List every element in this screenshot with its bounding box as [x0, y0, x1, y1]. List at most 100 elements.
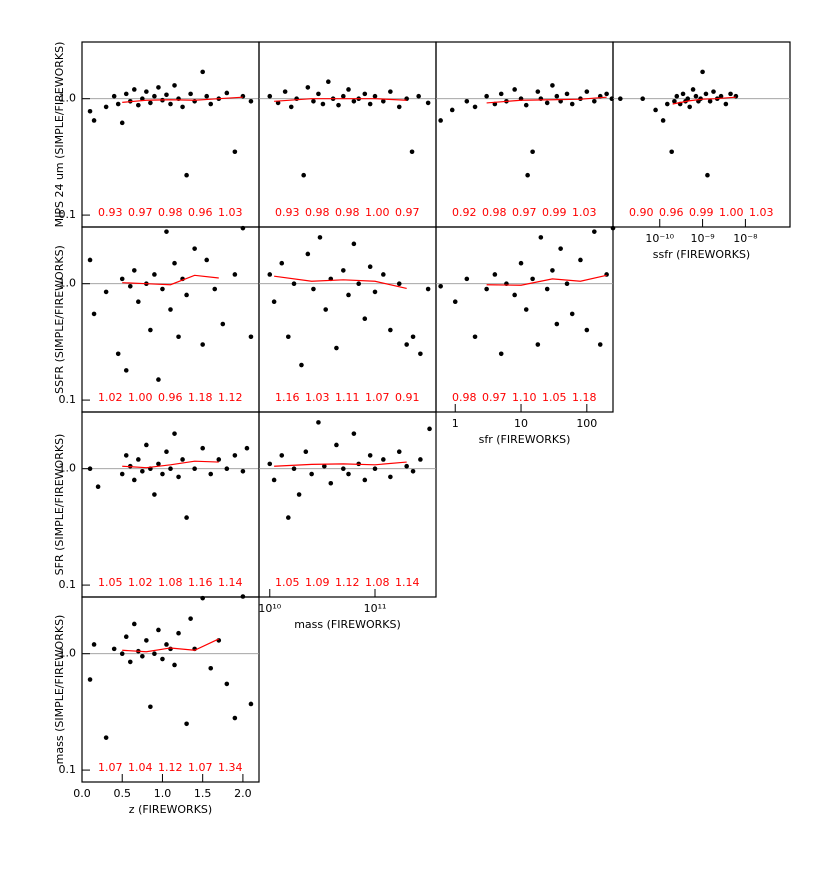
point [334, 345, 339, 351]
point [472, 334, 478, 340]
median-label: 1.03 [749, 206, 774, 219]
point [728, 91, 733, 97]
x-axis-label: sfr (FIREWORKS) [479, 433, 571, 446]
point [512, 292, 517, 298]
point [200, 445, 205, 451]
x-axis-label: mass (FIREWORKS) [294, 618, 401, 631]
point [464, 276, 470, 282]
point [131, 268, 137, 273]
point [685, 96, 691, 101]
median-label: 0.92 [452, 206, 477, 219]
x-tick-label: 10⁻⁹ [690, 232, 714, 245]
point [148, 327, 153, 333]
panel-frame [258, 226, 437, 413]
median-label: 1.16 [275, 391, 300, 404]
x-tick-label: 0.0 [73, 787, 91, 800]
point [103, 104, 109, 110]
point [396, 449, 402, 454]
point [188, 91, 193, 97]
x-axis-label: ssfr (FIREWORKS) [653, 248, 750, 261]
point [299, 362, 304, 368]
x-tick-label: 100 [576, 417, 597, 430]
median-label: 0.91 [395, 391, 420, 404]
y-tick-label: 1.0 [59, 277, 77, 290]
point [669, 149, 674, 155]
point [296, 492, 302, 497]
x-tick-label: 1.5 [194, 787, 212, 800]
point [449, 107, 455, 113]
point [564, 281, 570, 286]
median-label: 1.05 [98, 576, 123, 589]
point [512, 87, 517, 92]
point [723, 101, 729, 107]
median-label: 1.07 [365, 391, 390, 404]
point [164, 92, 169, 98]
point [267, 272, 273, 277]
point [558, 246, 563, 251]
point [160, 656, 165, 662]
point [144, 442, 149, 448]
point [690, 87, 696, 92]
point [381, 98, 386, 104]
trend-line [486, 274, 607, 286]
point [267, 93, 273, 99]
median-label: 1.16 [188, 576, 213, 589]
point [286, 334, 291, 340]
median-label: 0.96 [158, 391, 183, 404]
point [111, 93, 117, 99]
point [224, 90, 230, 96]
point [152, 651, 157, 656]
point [564, 91, 570, 97]
y-axis-label: SSFR (SIMPLE/FIREWORKS) [53, 245, 66, 394]
point [111, 646, 117, 652]
point [291, 281, 297, 286]
median-label: 0.98 [452, 391, 477, 404]
point [248, 98, 254, 104]
point [164, 642, 169, 647]
point [232, 272, 238, 277]
point [156, 627, 161, 633]
point [220, 321, 226, 327]
x-tick-label: 0.5 [113, 787, 131, 800]
median-label: 1.03 [572, 206, 597, 219]
point [367, 264, 373, 269]
point [410, 468, 416, 474]
panel-frame [258, 411, 437, 598]
median-label: 0.97 [128, 206, 153, 219]
point [584, 327, 590, 333]
median-label: 1.08 [158, 576, 183, 589]
point [687, 104, 692, 110]
point [168, 646, 173, 652]
point [140, 653, 145, 659]
point [322, 463, 327, 469]
point [316, 91, 321, 97]
point [425, 286, 431, 292]
point [464, 98, 470, 104]
point [119, 276, 125, 282]
point [538, 235, 544, 240]
median-label: 1.00 [719, 206, 744, 219]
point [200, 342, 205, 347]
median-label: 1.12 [335, 576, 360, 589]
point [438, 118, 443, 123]
point [409, 149, 415, 155]
point [693, 93, 699, 99]
y-tick-label: 0.1 [59, 578, 77, 591]
trend-line [274, 461, 407, 467]
y-tick-label: 1.0 [59, 647, 77, 660]
point [131, 621, 137, 627]
median-label: 1.14 [395, 576, 420, 589]
point [550, 83, 555, 88]
point [425, 100, 431, 106]
point [216, 638, 222, 643]
point [518, 260, 524, 266]
median-label: 0.97 [512, 206, 537, 219]
median-label: 0.97 [482, 391, 507, 404]
y-axis-label: SFR (SIMPLE/FIREWORKS) [53, 434, 66, 576]
median-label: 0.99 [542, 206, 567, 219]
trend-line [122, 460, 219, 469]
panel-frame [612, 41, 791, 228]
median-label: 0.90 [629, 206, 654, 219]
point [523, 307, 529, 312]
